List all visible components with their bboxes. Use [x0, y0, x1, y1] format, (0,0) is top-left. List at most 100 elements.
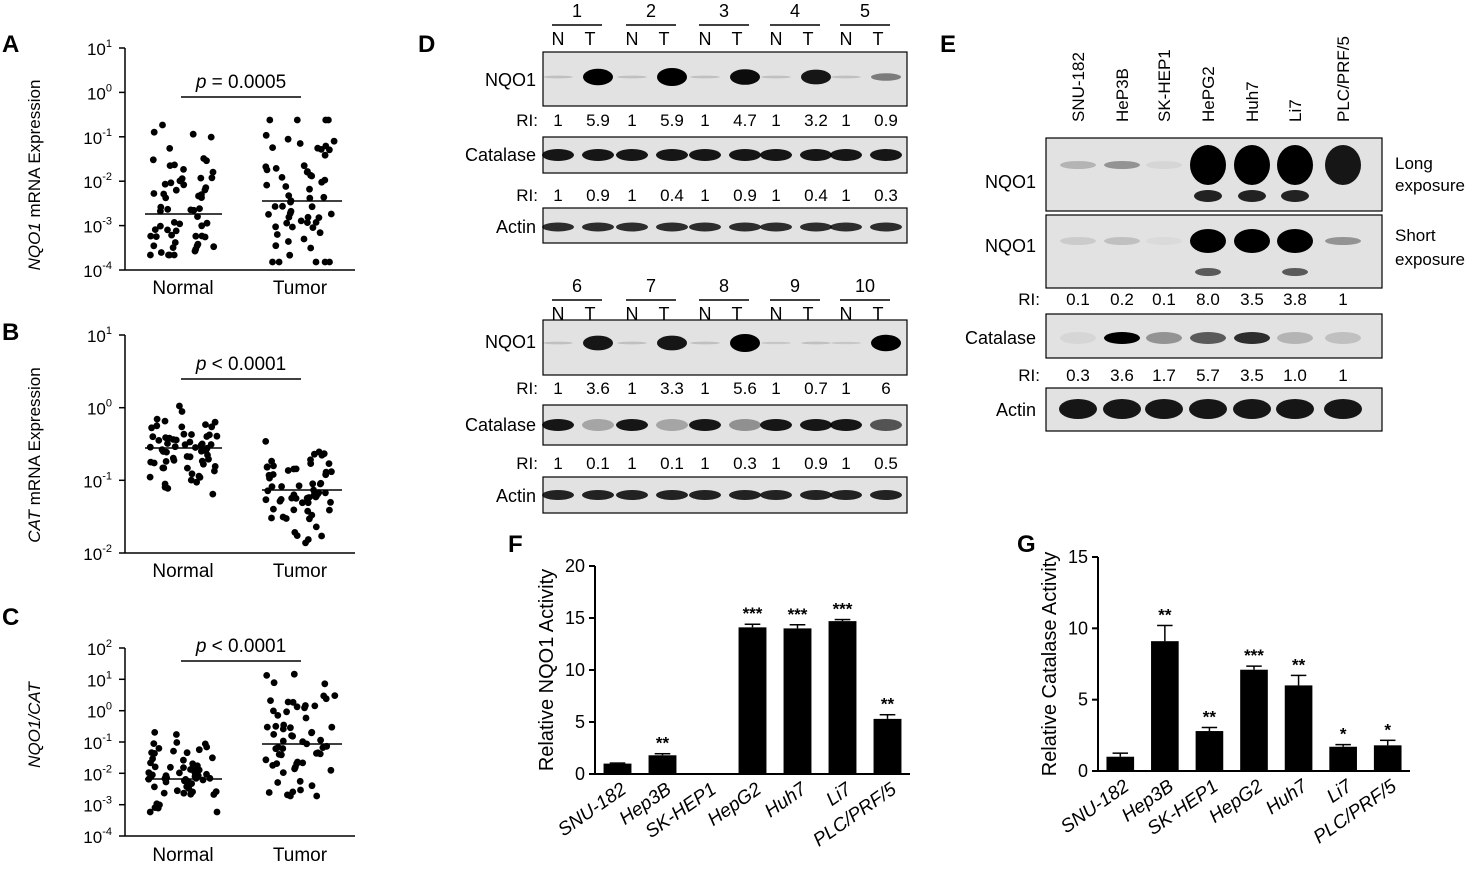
scatter-dot — [148, 749, 156, 756]
scatter-dot — [198, 222, 206, 230]
scatter-dot — [322, 489, 329, 497]
scatter-dot — [263, 181, 271, 189]
blot-band — [1190, 145, 1226, 185]
lane-pair-number: 3 — [719, 1, 729, 21]
panel-c-group-normal: Normal — [152, 845, 213, 866]
ri-value: 5.6 — [733, 379, 757, 398]
panel-a-ticks: 101 100 10-1 10-2 10-3 10-4 — [83, 38, 125, 281]
significance-label: ** — [1203, 707, 1217, 726]
scatter-dot — [186, 438, 194, 446]
x-category-label: PLC/PRF/5 — [810, 779, 901, 852]
scatter-dot — [166, 145, 174, 152]
panel-c-pvalue: p < 0.0001 — [195, 636, 286, 657]
scatter-dot — [172, 436, 180, 444]
scatter-dot — [262, 438, 270, 445]
scatter-dot — [151, 783, 158, 791]
scatter-dot — [289, 732, 296, 740]
lane-pair-number: 8 — [719, 276, 729, 296]
y-tick-label: 10 — [1068, 618, 1088, 638]
scatter-dot — [265, 211, 272, 218]
panel-letter-a: A — [2, 31, 19, 58]
ri-value: 5.7 — [1196, 366, 1220, 385]
blot-band — [542, 490, 574, 500]
panel-b-tick-0: 101 — [87, 325, 112, 346]
scatter-dot — [312, 219, 320, 226]
x-category-label: PLC/PRF/5 — [1310, 776, 1401, 849]
scatter-dot — [274, 779, 282, 786]
scatter-dot — [173, 739, 181, 746]
scatter-dot — [203, 219, 211, 227]
ri-value: 1 — [627, 379, 636, 398]
scatter-dot — [314, 749, 322, 757]
scatter-dot — [173, 731, 180, 738]
y-tick-label: 5 — [575, 712, 585, 732]
blot-band — [1146, 237, 1182, 245]
x-category-label: Huh7 — [761, 778, 811, 822]
long-exposure-label: exposure — [1395, 176, 1465, 195]
scatter-dot — [207, 133, 215, 141]
panel-a-group-normal: Normal — [152, 278, 213, 299]
blot-band — [582, 222, 614, 232]
blot-band — [656, 419, 688, 431]
scatter-dot — [180, 166, 187, 173]
panel-b-tick-2: 10-1 — [83, 470, 112, 491]
scatter-dot — [149, 156, 157, 164]
lane-label-tumor: T — [585, 29, 596, 49]
panel-b-ticks: 101 100 10-1 10-2 — [83, 325, 125, 564]
scatter-dot — [162, 778, 170, 786]
scatter-dot — [171, 443, 179, 451]
scatter-dot — [176, 402, 183, 410]
scatter-dot — [296, 777, 304, 785]
scatter-dot — [189, 130, 197, 138]
lane-label-normal: N — [840, 29, 853, 49]
panel-a-tick-2: 10-1 — [83, 127, 112, 148]
blot-band — [760, 222, 792, 232]
ri-value: 1 — [771, 379, 780, 398]
blot-band — [871, 73, 901, 81]
significance-label: * — [1384, 720, 1391, 739]
scatter-dot — [194, 213, 201, 221]
scatter-dot — [290, 491, 298, 499]
panel-c-tick-0: 102 — [87, 638, 112, 659]
scatter-dot — [309, 224, 317, 232]
blot-band — [1146, 332, 1182, 344]
blot-band — [1060, 332, 1096, 344]
bar — [1373, 745, 1402, 771]
blot-band — [656, 222, 688, 232]
blot-band — [582, 419, 614, 431]
lane-label-normal: N — [770, 29, 783, 49]
bar — [1195, 731, 1224, 771]
scatter-dot — [311, 702, 319, 710]
blot-band — [1146, 161, 1182, 169]
scatter-dot — [293, 116, 301, 124]
panel-a-dots — [147, 116, 338, 266]
blot-band — [1189, 399, 1227, 419]
lane-label-normal: N — [626, 29, 639, 49]
scatter-dot — [269, 144, 276, 152]
scatter-dot — [312, 258, 320, 266]
scatter-dot — [202, 421, 209, 428]
scatter-dot — [159, 121, 166, 129]
blot-band — [1104, 237, 1140, 245]
scatter-dot — [167, 179, 175, 187]
scatter-dot — [300, 235, 308, 243]
scatter-dot — [299, 759, 307, 767]
scatter-dot — [314, 144, 322, 152]
row-label-nqo1-short: NQO1 — [985, 236, 1036, 256]
scatter-dot — [272, 223, 279, 231]
scatter-dot — [262, 756, 270, 764]
blot-band — [689, 419, 721, 431]
lane-label-normal: N — [699, 29, 712, 49]
scatter-dot — [166, 434, 173, 442]
ri-value: 1 — [700, 111, 709, 130]
scatter-dot — [322, 471, 330, 479]
ri-value: 3.2 — [804, 111, 828, 130]
blot-band — [729, 222, 761, 232]
scatter-dot — [279, 745, 287, 752]
blot-band — [1059, 399, 1097, 419]
row-label-actin: Actin — [496, 486, 536, 506]
scatter-dot — [195, 472, 203, 480]
panel-a-tick-1: 100 — [87, 82, 112, 103]
lane-label-normal: N — [552, 304, 565, 324]
ri-value: 0.4 — [804, 186, 828, 205]
